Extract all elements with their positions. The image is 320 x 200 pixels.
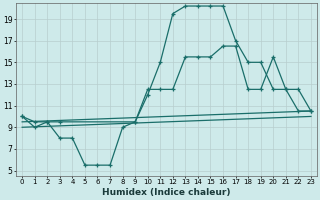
X-axis label: Humidex (Indice chaleur): Humidex (Indice chaleur) — [102, 188, 231, 197]
